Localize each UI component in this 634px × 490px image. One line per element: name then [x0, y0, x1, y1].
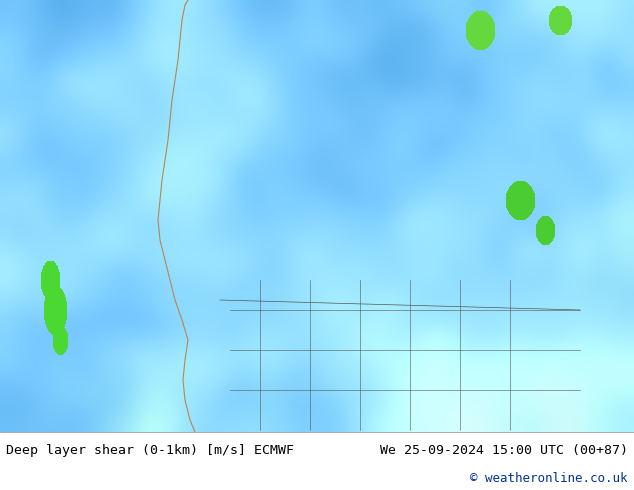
Text: © weatheronline.co.uk: © weatheronline.co.uk	[470, 472, 628, 485]
Text: We 25-09-2024 15:00 UTC (00+87): We 25-09-2024 15:00 UTC (00+87)	[380, 444, 628, 457]
Text: Deep layer shear (0-1km) [m/s] ECMWF: Deep layer shear (0-1km) [m/s] ECMWF	[6, 444, 294, 457]
